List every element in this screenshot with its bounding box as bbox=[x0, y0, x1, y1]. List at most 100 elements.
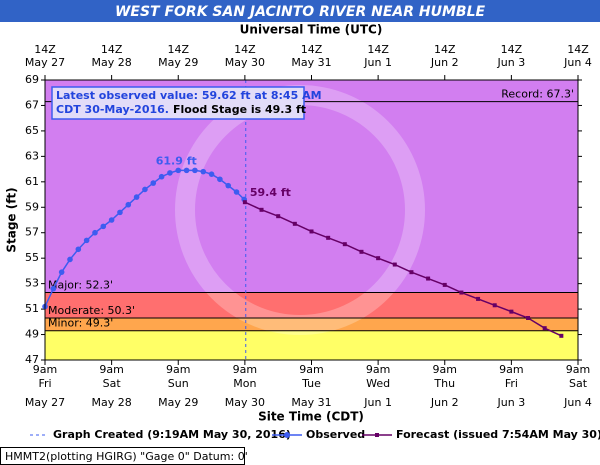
point bbox=[326, 235, 331, 240]
point bbox=[526, 316, 531, 320]
x-tick-label: 9am bbox=[99, 363, 123, 376]
x-axis-title: Site Time (CDT) bbox=[258, 410, 364, 424]
threshold-label: Minor: 49.3' bbox=[48, 317, 113, 330]
x-tick-label: May 29 bbox=[158, 396, 198, 409]
x-tick-label: Sat bbox=[569, 377, 588, 390]
point bbox=[208, 171, 215, 177]
x-tick-label: 9am bbox=[499, 363, 523, 376]
x-tick-label: Jun 2 bbox=[430, 396, 459, 409]
top-x-tick-label: 14Z bbox=[301, 43, 323, 56]
point bbox=[225, 182, 232, 189]
top-x-tick-label: 14Z bbox=[234, 43, 256, 56]
point bbox=[542, 326, 547, 331]
annotation: 61.9 ft bbox=[156, 154, 197, 167]
top-x-tick-label: 14Z bbox=[367, 43, 389, 56]
plot-border bbox=[44, 79, 579, 361]
point bbox=[259, 207, 264, 212]
point bbox=[476, 296, 481, 301]
y-tick-label: 63 bbox=[25, 149, 39, 162]
x-tick-label: 9am bbox=[233, 363, 257, 376]
point bbox=[442, 282, 447, 287]
point bbox=[150, 180, 157, 186]
point bbox=[492, 303, 497, 308]
top-x-tick-label: Jun 1 bbox=[363, 56, 392, 69]
y-tick-label: 53 bbox=[25, 277, 39, 290]
x-tick-label: May 28 bbox=[92, 396, 132, 409]
annotation: 59.4 ft bbox=[250, 186, 291, 199]
point bbox=[50, 285, 57, 292]
threshold-label: Record: 67.3' bbox=[501, 88, 574, 101]
top-x-tick-label: May 31 bbox=[291, 56, 331, 69]
top-x-tick-label: Jun 4 bbox=[563, 56, 592, 69]
point bbox=[125, 201, 132, 208]
point bbox=[359, 249, 364, 254]
point bbox=[92, 229, 98, 236]
x-tick-label: Wed bbox=[366, 377, 390, 390]
point bbox=[192, 167, 198, 174]
x-tick-label: Sat bbox=[103, 377, 122, 390]
point bbox=[217, 176, 223, 183]
point bbox=[392, 262, 397, 267]
x-tick-label: 9am bbox=[299, 363, 323, 376]
top-x-tick-label: May 27 bbox=[25, 56, 65, 69]
point bbox=[175, 167, 182, 174]
point bbox=[233, 189, 240, 195]
point bbox=[100, 223, 107, 230]
top-x-tick-label: Jun 3 bbox=[497, 56, 526, 69]
y-tick-label: 69 bbox=[25, 73, 39, 86]
y-tick-label: 55 bbox=[25, 251, 39, 264]
point bbox=[58, 269, 65, 275]
top-x-tick-label: 14Z bbox=[34, 43, 56, 56]
plot-area: Record: 67.3' Major: 52.3' Moderate: 50.3'… bbox=[25, 43, 592, 409]
y-tick-label: 47 bbox=[25, 353, 39, 366]
top-x-tick-label: Jun 2 bbox=[430, 56, 459, 69]
top-x-tick-label: 14Z bbox=[434, 43, 456, 56]
flood-band bbox=[45, 318, 578, 331]
point bbox=[200, 168, 207, 175]
x-tick-label: Jun 4 bbox=[563, 396, 592, 409]
x-tick-label: Sun bbox=[168, 377, 189, 390]
top-x-tick-label: May 28 bbox=[92, 56, 132, 69]
x-tick-label: 9am bbox=[33, 363, 57, 376]
x-tick-label: Mon bbox=[233, 377, 256, 390]
info-line: CDT 30-May-2016. Flood Stage is 49.3 ft bbox=[56, 103, 306, 116]
x-tick-label: Jun 1 bbox=[363, 396, 392, 409]
point bbox=[409, 270, 414, 275]
info-text: CDT 30-May-2016. bbox=[56, 103, 169, 116]
y-tick-label: 57 bbox=[25, 226, 39, 239]
y-tick-label: 51 bbox=[25, 302, 39, 315]
flood-band bbox=[45, 292, 578, 318]
point bbox=[242, 200, 247, 205]
x-tick-label: Thu bbox=[433, 377, 455, 390]
top-x-tick-label: May 30 bbox=[225, 56, 265, 69]
point bbox=[167, 170, 173, 176]
x-tick-label: May 31 bbox=[291, 396, 331, 409]
point bbox=[376, 256, 381, 261]
y-tick-label: 59 bbox=[25, 200, 39, 213]
threshold-label: Moderate: 50.3' bbox=[48, 304, 135, 317]
point bbox=[276, 214, 281, 219]
point bbox=[459, 290, 464, 295]
y-axis-title: Stage (ft) bbox=[5, 187, 19, 252]
x-tick-label: 9am bbox=[566, 363, 590, 376]
x-tick-label: Jun 3 bbox=[497, 396, 526, 409]
x-tick-label: May 27 bbox=[25, 396, 65, 409]
point bbox=[67, 256, 73, 263]
legend-label: Forecast (issued 7:54AM May 30) bbox=[396, 428, 600, 441]
y-tick-label: 61 bbox=[25, 175, 39, 188]
x-tick-label: Fri bbox=[38, 377, 51, 390]
info-text: Flood Stage is 49.3 ft bbox=[173, 103, 306, 116]
legend-label: Graph Created (9:19AM May 30, 2016) bbox=[53, 428, 291, 441]
legend-marker bbox=[375, 433, 379, 437]
x-tick-label: May 30 bbox=[225, 396, 265, 409]
legend-marker bbox=[284, 432, 290, 438]
y-tick-label: 65 bbox=[25, 124, 39, 137]
x-tick-label: 9am bbox=[366, 363, 390, 376]
x-tick-label: Tue bbox=[301, 377, 321, 390]
y-tick-label: 67 bbox=[25, 98, 39, 111]
y-tick-label: 49 bbox=[25, 328, 39, 341]
top-x-tick-label: May 29 bbox=[158, 56, 198, 69]
top-x-tick-label: 14Z bbox=[167, 43, 189, 56]
x-tick-label: 9am bbox=[166, 363, 190, 376]
